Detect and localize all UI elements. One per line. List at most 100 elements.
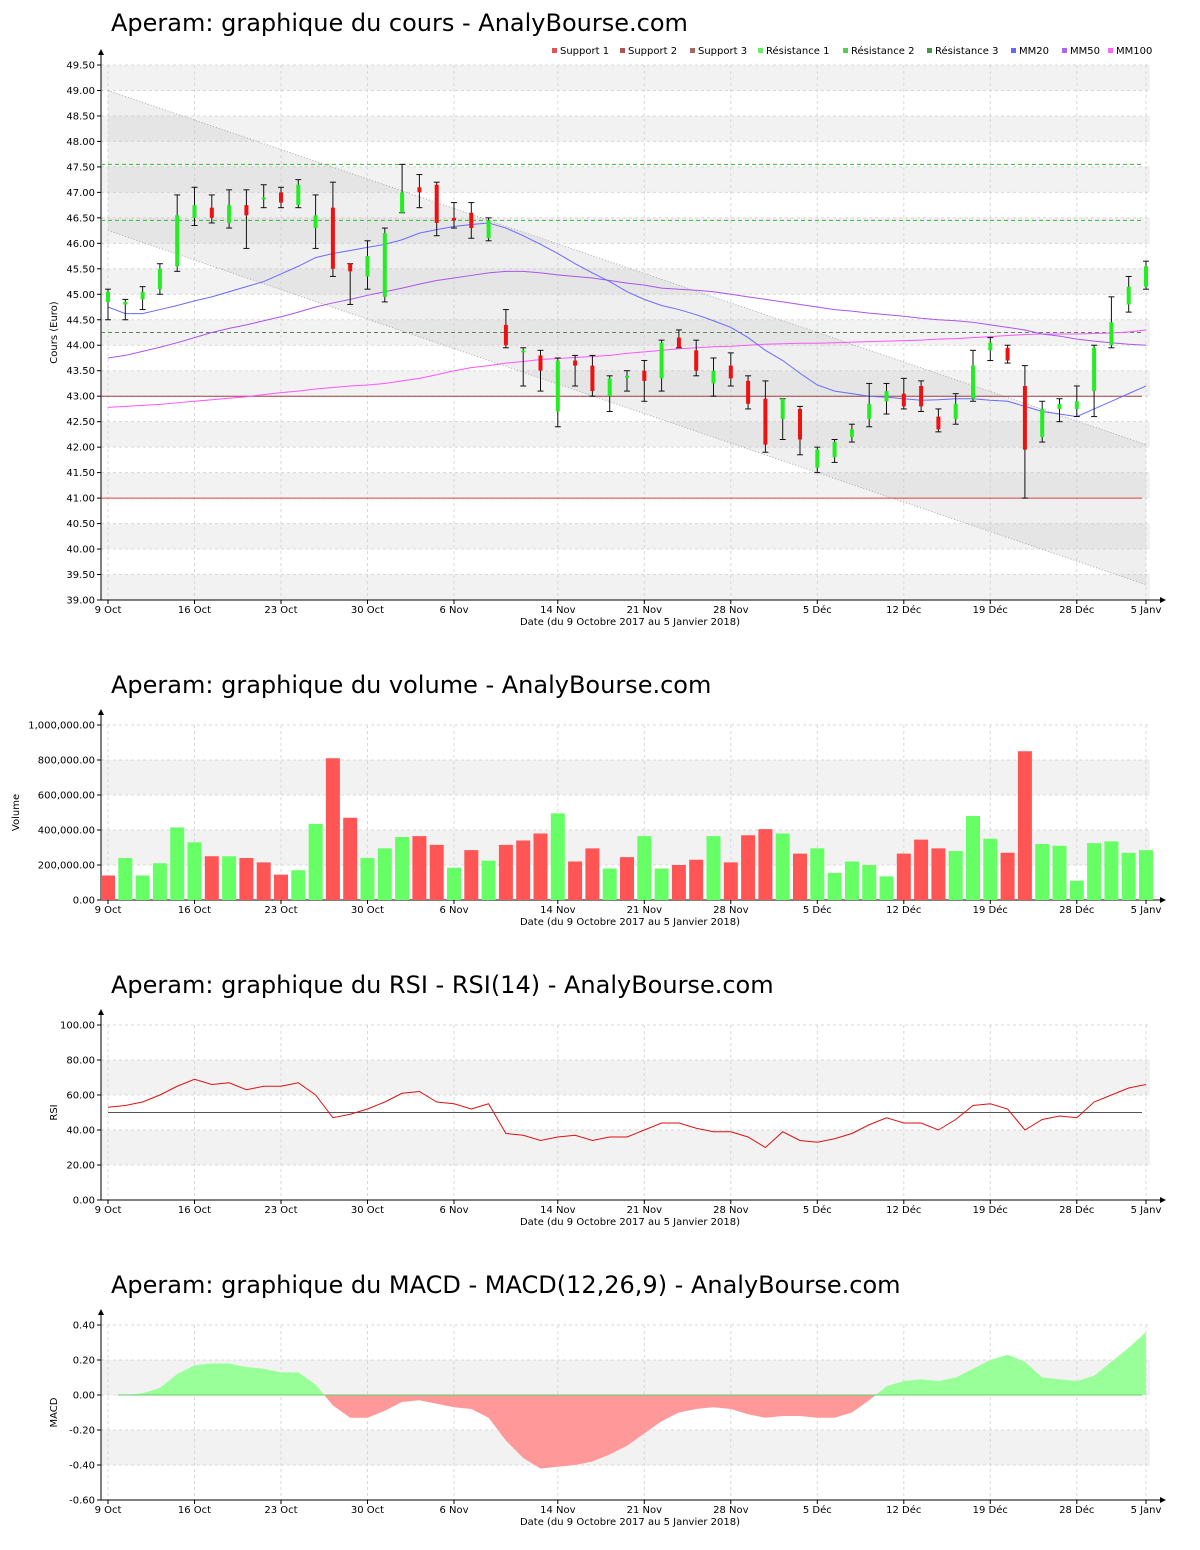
volume-bar — [671, 865, 686, 900]
volume-bar — [844, 861, 859, 900]
x-tick-label: 12 Déc — [886, 604, 921, 616]
x-tick-label: 21 Nov — [627, 905, 663, 916]
grid-band — [101, 574, 1150, 600]
y-axis-label: Cours (Euro) — [49, 301, 60, 364]
volume-bar — [1087, 843, 1102, 900]
y-tick-label: 46.50 — [66, 213, 95, 224]
volume-bar — [395, 837, 410, 900]
y-tick-label: 60.00 — [66, 1091, 95, 1102]
candle-body — [1074, 401, 1079, 409]
candle-body — [330, 207, 335, 269]
macd-chart: -0.60 -0.40 -0.20 0.00 0.20 0.40 9 Oct 16 Oct 23… — [49, 1309, 1166, 1528]
volume-bar — [429, 844, 444, 900]
x-tick-label: 16 Oct — [178, 1205, 211, 1216]
candle-body — [400, 192, 405, 213]
volume-bar — [1121, 852, 1136, 900]
y-tick-label: 400,000.00 — [38, 826, 95, 837]
volume-bar — [775, 833, 790, 900]
x-tick-label: 5 Janv — [1131, 905, 1162, 916]
candle-body — [798, 408, 802, 440]
x-tick-label: 5 Déc — [803, 1204, 832, 1216]
volume-bar — [170, 827, 185, 900]
y-tick-label: 100.00 — [60, 1021, 95, 1032]
x-tick-label: 9 Oct — [95, 1505, 122, 1516]
candle-body — [123, 301, 128, 305]
candle-body — [157, 268, 162, 290]
x-tick-label: 21 Nov — [627, 605, 663, 616]
legend-label: Support 2 — [628, 46, 677, 57]
volume-bar — [377, 848, 392, 900]
x-tick-label: 16 Oct — [178, 605, 211, 616]
volume-bar — [793, 853, 807, 900]
legend-label: MM50 — [1070, 46, 1100, 57]
candle-body — [1092, 347, 1097, 392]
legend-swatch — [927, 48, 932, 53]
grid-band — [101, 319, 1150, 346]
y-axis-arrow — [98, 709, 104, 715]
volume-bar — [741, 835, 756, 900]
legend-label: Support 3 — [698, 46, 747, 57]
volume-bar — [118, 858, 133, 900]
y-tick-label: 600,000.00 — [38, 791, 95, 802]
y-tick-label: 40.50 — [66, 519, 95, 530]
volume-bar — [325, 758, 340, 900]
legend-swatch — [843, 48, 848, 53]
x-axis-arrow — [1160, 1497, 1166, 1503]
x-tick-label: 23 Oct — [264, 1505, 297, 1516]
volume-bar — [412, 836, 427, 900]
candle-body — [590, 365, 595, 392]
x-tick-label: 30 Oct — [351, 605, 384, 616]
x-tick-label: 28 Déc — [1059, 904, 1094, 916]
x-tick-label: 5 Déc — [803, 1504, 832, 1516]
volume-bar — [222, 856, 237, 900]
volume-bar — [308, 823, 323, 900]
y-tick-label: 20.00 — [66, 1161, 95, 1172]
x-tick-label: 5 Déc — [803, 904, 832, 916]
volume-bar — [135, 875, 150, 900]
legend-swatch — [1062, 48, 1067, 53]
candle-body — [261, 197, 266, 200]
x-axis-arrow — [1160, 897, 1166, 903]
candle-body — [659, 342, 664, 379]
candle-body — [694, 350, 699, 371]
volume-bar — [274, 874, 288, 900]
legend-swatch — [1108, 48, 1113, 53]
x-tick-label: 6 Nov — [439, 905, 468, 916]
candle-body — [227, 205, 232, 223]
candle-body — [521, 350, 526, 353]
volume-bar — [620, 857, 634, 900]
y-tick-label: 47.50 — [66, 162, 95, 173]
volume-bar — [914, 839, 929, 900]
volume-bar — [723, 862, 738, 900]
volume-bar — [758, 829, 773, 900]
candle-body — [1005, 347, 1010, 361]
volume-bar — [498, 844, 513, 900]
candle-body — [728, 365, 733, 379]
candle-body — [555, 360, 560, 412]
volume-chart: 0.00 200,000.00 400,000.00 600,000.00 800,00… — [11, 709, 1166, 928]
candle-body — [815, 449, 820, 468]
volume-bar — [1017, 751, 1032, 900]
volume-bar — [239, 858, 254, 900]
volume-bar — [1000, 852, 1015, 900]
legend-swatch — [620, 48, 625, 53]
candle-body — [780, 398, 785, 420]
y-tick-label: 43.00 — [66, 392, 95, 403]
candle-body — [382, 233, 387, 297]
x-axis-label: Date (du 9 Octobre 2017 au 5 Janvier 201… — [520, 617, 740, 628]
y-tick-label: 40.00 — [66, 545, 95, 556]
macd-positive-area — [108, 1332, 1146, 1395]
y-tick-label: 0.00 — [73, 1391, 95, 1402]
candle-body — [434, 184, 439, 223]
y-tick-label: 0.00 — [73, 1196, 95, 1207]
candle-body — [469, 212, 474, 229]
candle-body — [867, 403, 872, 420]
x-tick-label: 6 Nov — [439, 605, 468, 616]
candle-body — [763, 398, 768, 445]
candle-body — [832, 442, 837, 458]
x-tick-label: 30 Oct — [351, 1505, 384, 1516]
y-tick-label: 44.50 — [66, 315, 95, 326]
x-tick-label: 6 Nov — [439, 1505, 468, 1516]
grid-band — [101, 1130, 1150, 1165]
